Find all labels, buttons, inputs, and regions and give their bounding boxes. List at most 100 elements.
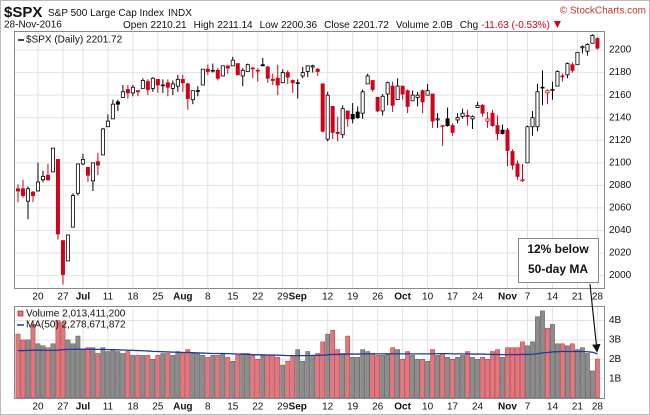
candle-body	[565, 63, 570, 76]
volume-bar	[440, 353, 445, 399]
volume-bar	[580, 347, 585, 399]
candle-body	[125, 89, 130, 94]
volume-bar	[430, 349, 435, 399]
volume-legend: Volume 2,013,411,200	[26, 309, 126, 320]
volume-bar	[210, 355, 216, 399]
candle-body	[285, 72, 290, 78]
candle-body	[510, 151, 515, 166]
volume-bar	[20, 339, 26, 399]
x-tick-label: 22	[252, 402, 264, 413]
candle-body	[205, 68, 210, 72]
quote-value: 2201.72	[353, 20, 390, 31]
volume-bar	[405, 351, 410, 399]
y-tick-label: 2000	[609, 270, 632, 281]
y-tick-label: 2120	[609, 135, 632, 146]
candle-body	[75, 163, 80, 194]
volume-bar	[290, 355, 296, 399]
x-tick-label: 17	[447, 292, 459, 303]
annotation-arrow	[589, 283, 601, 353]
candle-body	[225, 65, 230, 69]
volume-bar	[135, 355, 141, 399]
candle-body	[270, 78, 275, 81]
volume-bar	[260, 355, 266, 399]
annotation-box	[518, 238, 599, 283]
volume-bar	[110, 349, 116, 399]
quote-value: 2211.14	[217, 20, 253, 31]
quote-label: High	[194, 20, 215, 31]
volume-bar	[115, 351, 121, 399]
volume-bar	[295, 349, 301, 399]
volume-bar	[190, 353, 196, 399]
volume-bar	[215, 355, 221, 399]
volume-bar	[120, 353, 126, 399]
x-tick-label: 18	[127, 292, 139, 303]
candle-body	[485, 118, 490, 122]
candle-body	[585, 44, 590, 52]
candle-body	[85, 166, 90, 176]
candle-body	[450, 125, 455, 133]
candle-body	[555, 71, 560, 87]
volume-bar	[495, 349, 500, 399]
volume-bar	[590, 370, 595, 399]
candle-body	[350, 113, 355, 120]
candle-body	[35, 181, 40, 192]
annotation-line: 12% below	[527, 242, 589, 256]
candle-body	[230, 59, 235, 67]
candle-body	[60, 240, 65, 275]
ma-legend: MA(50) 2,278,671,872	[26, 320, 126, 331]
volume-bar	[375, 355, 380, 399]
candle-body	[340, 108, 345, 136]
y-tick-label: 2040	[609, 225, 632, 236]
x-tick-label: 7	[525, 402, 531, 413]
y-tick-label: 2160	[609, 90, 632, 101]
candle-body	[300, 72, 305, 77]
x-tick-label: 26	[372, 402, 384, 413]
candle-body	[200, 68, 205, 86]
candle-body	[105, 120, 110, 128]
y-tick-label: 2B	[609, 354, 622, 365]
x-tick-label: 15	[227, 292, 239, 303]
volume-bar	[250, 355, 256, 399]
candle-body	[235, 63, 240, 76]
volume-bar	[365, 351, 370, 399]
marks	[15, 34, 600, 399]
x-tick-label: Aug	[173, 292, 192, 303]
exchange: INDX	[168, 8, 192, 19]
security-name: S&P 500 Large Cap Index INDX	[48, 8, 192, 19]
volume-bar	[575, 349, 580, 399]
volume-bar	[480, 357, 485, 399]
quote-value: 2200.36	[281, 20, 318, 31]
volume-bar	[155, 355, 161, 399]
candle-body	[470, 116, 475, 120]
volume-bar	[550, 324, 555, 399]
candle-body	[520, 179, 525, 182]
candle-body	[325, 94, 330, 140]
volume-bar	[195, 353, 201, 399]
candle-body	[95, 161, 100, 166]
x-tick-label: 20	[32, 292, 44, 303]
x-tick-label: Jul	[76, 402, 91, 413]
candle-body	[530, 117, 535, 128]
volume-bar	[285, 360, 291, 399]
volume-bar	[275, 357, 281, 399]
candle-body	[395, 85, 400, 101]
x-tick-label: 11	[103, 402, 114, 413]
y-tick-label: 2200	[609, 45, 632, 56]
x-tick-label: 10	[422, 292, 434, 303]
candle-body	[595, 38, 600, 49]
volume-bar	[180, 353, 186, 399]
x-tick-label: 17	[447, 402, 459, 413]
volume-legend-swatch	[17, 310, 24, 317]
candle-body	[280, 72, 285, 84]
volume-bar	[435, 355, 440, 399]
security-name-text: S&P 500 Large Cap Index	[48, 8, 164, 19]
candle-body	[255, 69, 260, 72]
y-tick-label: 2100	[609, 157, 632, 168]
candle-body	[100, 128, 105, 156]
volume-bar	[485, 359, 490, 399]
volume-bar	[465, 351, 470, 399]
volume-bar	[235, 355, 241, 399]
candle-body	[580, 46, 585, 49]
date: 28-Nov-2016	[4, 20, 62, 31]
